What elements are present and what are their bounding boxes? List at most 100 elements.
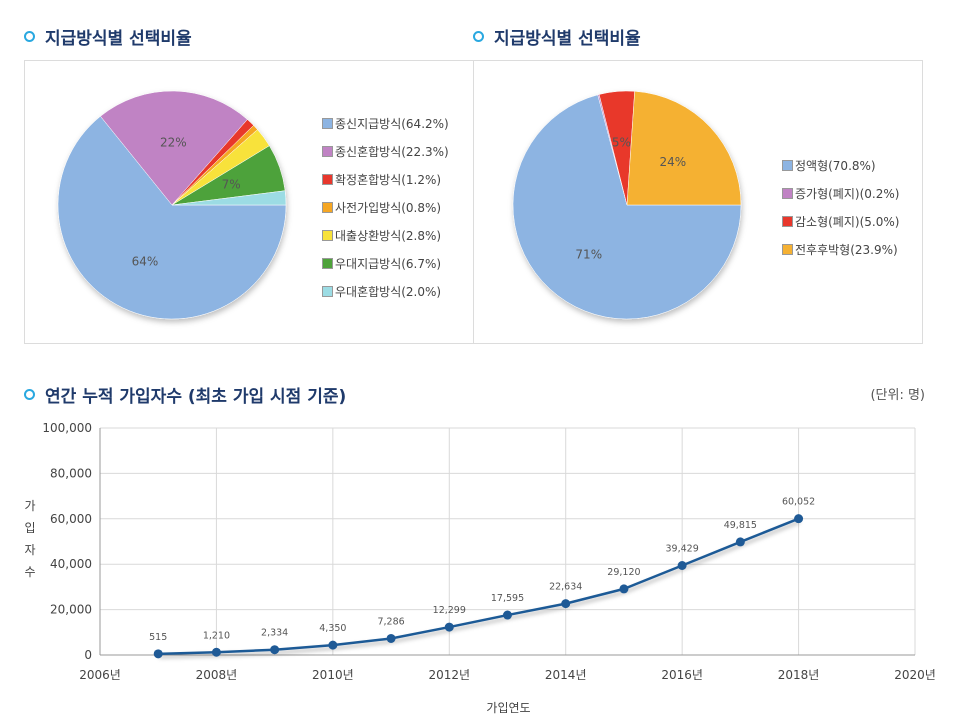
legend-item: 우대혼합방식(2.0%) (322, 277, 449, 305)
data-point (153, 649, 163, 659)
legend-label: 전후후박형(23.9%) (795, 242, 898, 257)
data-point (735, 537, 745, 547)
legend-swatch (322, 201, 333, 213)
data-label: 2,334 (261, 628, 288, 639)
legend-item: 증가형(폐지)(0.2%) (782, 179, 899, 207)
data-label: 12,299 (433, 605, 466, 616)
legend-item: 종신지급방식(64.2%) (322, 109, 449, 137)
data-label: 22,634 (549, 582, 582, 593)
legend-swatch (782, 243, 793, 255)
x-tick-label: 2006년 (79, 668, 121, 682)
line-chart-title-text: 연간 누적 가입자수 (최초 가입 시점 기준) (45, 387, 347, 407)
x-tick-label: 2018년 (778, 668, 820, 682)
legend-swatch (782, 159, 793, 171)
legend-label: 우대지급방식(6.7%) (335, 256, 442, 271)
pie2-panel (473, 60, 923, 344)
y-tick-label: 80,000 (50, 466, 92, 480)
pie2-title: 지급방식별 선택비율 (473, 24, 641, 49)
legend-swatch (782, 187, 793, 199)
pie1-title-text: 지급방식별 선택비율 (45, 29, 192, 49)
data-label: 7,286 (377, 616, 404, 627)
legend-label: 종신지급방식(64.2%) (335, 116, 449, 131)
data-point (503, 610, 512, 620)
legend-item: 감소형(폐지)(5.0%) (782, 207, 899, 235)
x-tick-label: 2010년 (312, 668, 354, 682)
circle-bullet-icon (24, 31, 35, 42)
data-label: 39,429 (666, 543, 699, 554)
unit-note: (단위: 명) (870, 388, 925, 403)
legend-label: 종신혼합방식(22.3%) (335, 144, 449, 159)
y-tick-label: 100,000 (42, 421, 92, 435)
pie-slice-label: 7% (222, 177, 241, 191)
circle-bullet-icon (473, 31, 484, 42)
x-tick-label: 2016년 (661, 668, 703, 682)
data-label: 17,595 (491, 593, 524, 604)
legend-label: 증가형(폐지)(0.2%) (795, 186, 900, 201)
data-label: 4,350 (319, 623, 346, 634)
pie-slice-label: 5% (612, 136, 631, 150)
legend-item: 종신혼합방식(22.3%) (322, 137, 449, 165)
legend-item: 사전가입방식(0.8%) (322, 193, 449, 221)
data-label: 60,052 (782, 497, 815, 508)
pie-slice (512, 94, 742, 320)
data-point (619, 584, 629, 594)
legend-swatch (322, 257, 333, 269)
data-label: 29,120 (607, 567, 640, 578)
x-axis-label: 가입연도 (486, 701, 530, 715)
line-chart-title: 연간 누적 가입자수 (최초 가입 시점 기준) (24, 382, 346, 407)
x-tick-label: 2014년 (545, 668, 587, 682)
x-tick-label: 2008년 (196, 668, 238, 682)
data-point (270, 645, 280, 655)
x-tick-label: 2020년 (894, 668, 936, 682)
data-point (561, 599, 571, 609)
circle-bullet-icon (24, 389, 35, 400)
data-point (444, 622, 454, 632)
data-point (677, 560, 687, 570)
y-tick-label: 20,000 (50, 603, 92, 617)
legend-swatch (322, 117, 333, 129)
data-point (386, 633, 396, 643)
legend-item: 우대지급방식(6.7%) (322, 249, 449, 277)
legend-item: 대출상환방식(2.8%) (322, 221, 449, 249)
legend-label: 대출상환방식(2.8%) (335, 228, 442, 243)
pie-slice (100, 90, 248, 206)
data-label: 49,815 (724, 520, 757, 531)
legend-label: 확정혼합방식(1.2%) (335, 172, 442, 187)
y-tick-label: 40,000 (50, 557, 92, 571)
legend-label: 정액형(70.8%) (795, 158, 876, 173)
legend-label: 감소형(폐지)(5.0%) (795, 214, 900, 229)
data-label: 515 (149, 632, 167, 643)
data-label: 1,210 (203, 630, 230, 641)
legend-swatch (322, 229, 333, 241)
x-tick-label: 2012년 (428, 668, 470, 682)
legend-label: 사전가입방식(0.8%) (335, 200, 442, 215)
pie2-legend: 정액형(70.8%) 증가형(폐지)(0.2%) 감소형(폐지)(5.0%) 전후후박… (782, 151, 899, 263)
pie-slice-label: 64% (132, 255, 159, 269)
legend-item: 전후후박형(23.9%) (782, 235, 899, 263)
data-point (794, 514, 804, 524)
legend-swatch (322, 145, 333, 157)
series-line (158, 517, 800, 656)
y-tick-label: 0 (84, 648, 92, 662)
pie-slice (626, 90, 742, 206)
pie-slice (171, 190, 287, 206)
y-tick-label: 60,000 (50, 512, 92, 526)
legend-label: 우대혼합방식(2.0%) (335, 284, 442, 299)
data-point (211, 647, 221, 657)
pie1-title: 지급방식별 선택비율 (24, 24, 192, 49)
pie-slice-label: 22% (160, 135, 187, 149)
legend-swatch (322, 285, 333, 297)
pie1-legend: 종신지급방식(64.2%) 종신혼합방식(22.3%) 확정혼합방식(1.2%) 사전… (322, 109, 449, 305)
pie-slice-label: 71% (575, 248, 602, 262)
legend-item: 확정혼합방식(1.2%) (322, 165, 449, 193)
pie2-title-text: 지급방식별 선택비율 (494, 29, 641, 49)
legend-item: 정액형(70.8%) (782, 151, 899, 179)
pie-slice-label: 24% (659, 155, 686, 169)
legend-swatch (782, 215, 793, 227)
data-point (328, 640, 338, 650)
pie-slice (57, 115, 287, 320)
